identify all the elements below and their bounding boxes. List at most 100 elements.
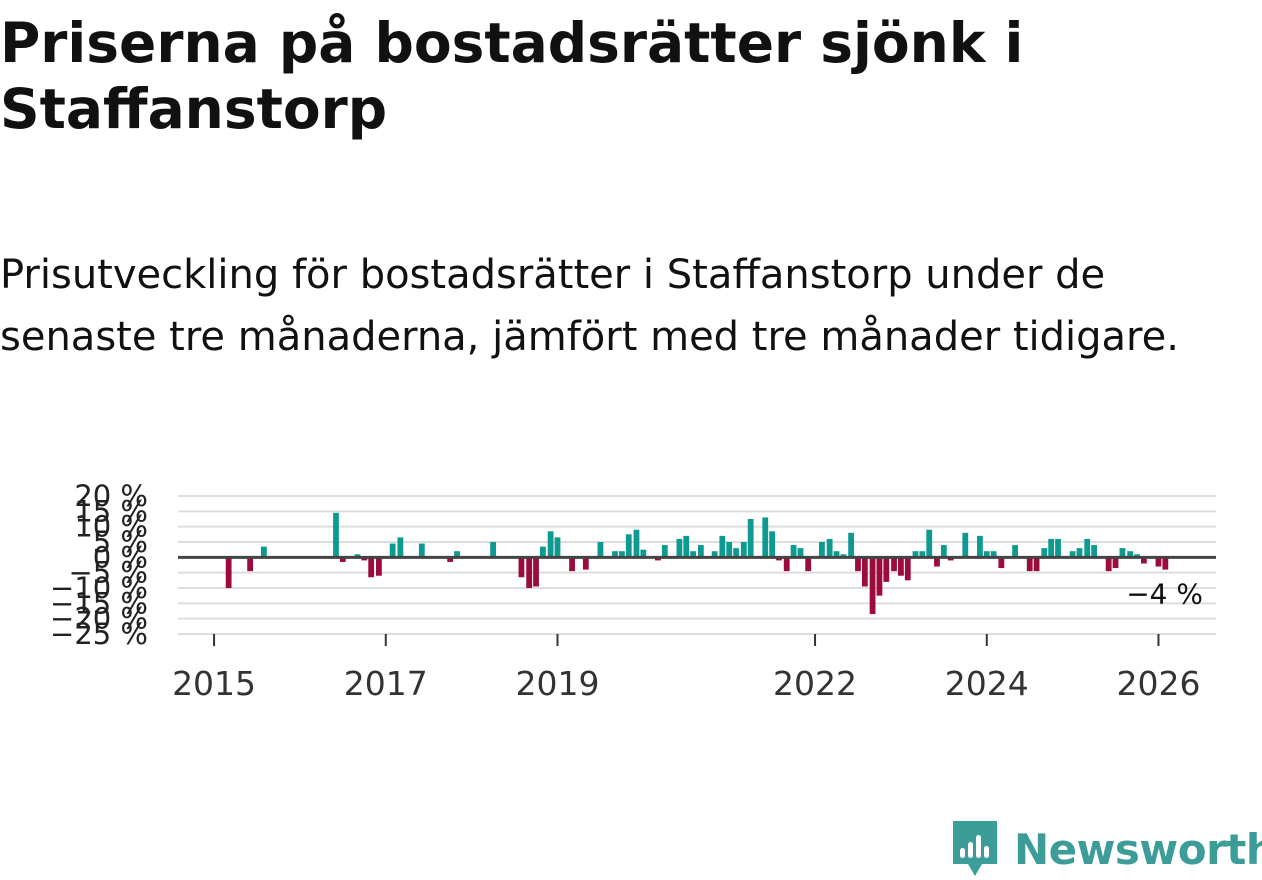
bar: [518, 557, 525, 578]
bar: [998, 557, 1005, 569]
bar: [819, 542, 825, 558]
bar: [883, 557, 890, 582]
bar: [625, 534, 632, 558]
bar: [833, 551, 840, 558]
brand-name: Newsworthy: [1014, 824, 1262, 874]
bar: [740, 542, 747, 558]
bar: [940, 545, 947, 558]
bar: [554, 537, 561, 558]
bar: [934, 557, 940, 567]
bar: [726, 542, 733, 558]
newsworthy-logo: Newsworthy: [950, 818, 1262, 880]
bar: [683, 535, 690, 558]
bars: [225, 512, 1169, 615]
bar: [990, 551, 997, 558]
bar: [1112, 557, 1119, 569]
bar: [904, 557, 911, 581]
x-tick-label: 2024: [945, 664, 1029, 703]
bar: [1155, 557, 1162, 567]
bar: [640, 549, 647, 558]
bar: [711, 551, 718, 558]
bar: [597, 542, 604, 558]
bar: [526, 557, 533, 588]
bar: [547, 531, 554, 558]
bar: [762, 517, 769, 558]
y-tick-label: 20 %: [74, 479, 148, 513]
bar: [454, 551, 460, 558]
bar: [225, 557, 232, 588]
bar: [983, 551, 990, 558]
bar: [898, 557, 904, 576]
y-tick-label: 5 %: [93, 525, 148, 559]
chart-title: Priserna på bostadsrätter sjönk i Staffa…: [0, 11, 1024, 141]
chart-subtitle: Prisutveckling för bostadsrätter i Staff…: [0, 252, 1179, 360]
bar: [690, 551, 697, 558]
bar: [447, 557, 454, 562]
bar: [926, 529, 933, 558]
bar: [1091, 545, 1097, 558]
bar: [869, 557, 876, 615]
bar: [676, 538, 683, 558]
bar: [805, 557, 812, 572]
bar: [848, 532, 855, 558]
bar: [947, 557, 954, 561]
bar: [783, 557, 790, 572]
bar: [661, 545, 668, 558]
y-tick-label: 10 %: [74, 510, 148, 544]
bar: [569, 557, 575, 572]
bar: [490, 542, 496, 558]
x-tick-label: 2017: [344, 664, 428, 703]
bar: [655, 557, 661, 561]
bar: [1055, 538, 1061, 558]
bar: [891, 557, 897, 572]
bar: [397, 537, 404, 558]
bar: [361, 557, 368, 561]
bar: [976, 535, 983, 558]
y-tick-label: −10 %: [50, 571, 148, 605]
bar: [1084, 538, 1091, 558]
y-tick-label: 15 %: [74, 494, 148, 528]
y-tick-label: −5 %: [68, 556, 148, 590]
bar: [1012, 545, 1018, 558]
bar: [1033, 557, 1040, 572]
x-axis: 2015 2017 2019 2022 2024 2026: [172, 634, 1200, 703]
bar: [1026, 557, 1033, 572]
y-axis-tick-labels: 20 %15 %10 %5 %0 %−5 %−10 %−15 %−20 %−25…: [50, 479, 148, 651]
bar: [633, 529, 640, 558]
x-tick-label: 2015: [172, 664, 256, 703]
bar: [797, 548, 804, 558]
bar: [747, 519, 754, 558]
bar: [769, 531, 776, 558]
bar: [612, 551, 618, 558]
bar: [876, 557, 883, 596]
bar-chart: 20 %15 %10 %5 %0 %−5 %−10 %−15 %−20 %−25…: [50, 479, 1216, 703]
bar: [339, 557, 346, 562]
bar: [354, 554, 361, 558]
bar: [1119, 548, 1126, 558]
newsworthy-icon: [953, 821, 997, 876]
bar: [719, 535, 726, 558]
bar: [855, 557, 861, 572]
bar: [697, 545, 704, 558]
y-tick-label: 0 %: [93, 540, 148, 574]
bar: [618, 551, 625, 558]
bar: [861, 557, 868, 587]
bar: [389, 543, 396, 558]
bar: [826, 538, 833, 558]
bar: [1162, 557, 1169, 570]
bar: [1048, 538, 1055, 558]
bar: [733, 548, 739, 558]
bar: [539, 546, 546, 558]
bar: [790, 545, 797, 558]
bar: [333, 512, 339, 558]
y-tick-label: −20 %: [50, 602, 148, 636]
bar: [1041, 548, 1048, 558]
bar: [582, 557, 589, 570]
bar: [1140, 557, 1147, 564]
bar: [840, 554, 847, 558]
bar: [962, 532, 969, 558]
bar: [368, 557, 375, 578]
bar: [260, 546, 267, 558]
bar: [1076, 548, 1083, 558]
bar: [1105, 557, 1112, 572]
